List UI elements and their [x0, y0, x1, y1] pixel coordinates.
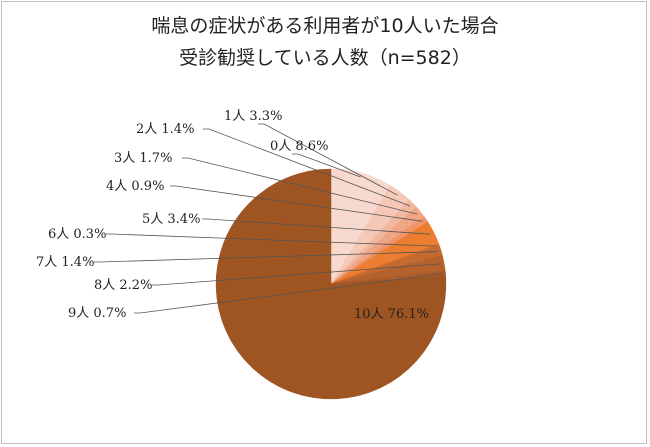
- pie-slice-10: [215, 168, 447, 400]
- leader-line-8: [152, 263, 441, 286]
- leader-line-1: [258, 123, 398, 196]
- slice-label-4: 4人 0.9%: [106, 179, 164, 194]
- slice-label-9: 9人 0.7%: [68, 306, 126, 321]
- slice-label-1: 1人 3.3%: [224, 109, 282, 124]
- slice-label-5: 5人 3.4%: [142, 212, 200, 227]
- leader-line-0: [292, 153, 361, 178]
- slice-label-3: 3人 1.7%: [114, 151, 172, 166]
- slice-label-7: 7人 1.4%: [36, 255, 94, 270]
- leader-line-7: [94, 251, 438, 263]
- leader-line-3: [182, 157, 418, 215]
- chart-title-line-2: 受診勧奨している人数（n=582）: [179, 47, 471, 69]
- leader-line-9: [134, 273, 442, 314]
- slice-label-10: 10人 76.1%: [354, 307, 429, 322]
- slice-label-0: 0人 8.6%: [270, 139, 328, 154]
- chart-title-line-1: 喘息の症状がある利用者が10人いた場合: [151, 15, 498, 37]
- slice-label-8: 8人 2.2%: [94, 278, 152, 293]
- leader-line-2: [203, 128, 411, 207]
- slice-label-2: 2人 1.4%: [136, 122, 194, 137]
- leader-line-6: [106, 233, 436, 247]
- leader-line-4: [170, 185, 423, 222]
- slice-label-6: 6人 0.3%: [48, 227, 106, 242]
- leader-line-5: [202, 218, 431, 235]
